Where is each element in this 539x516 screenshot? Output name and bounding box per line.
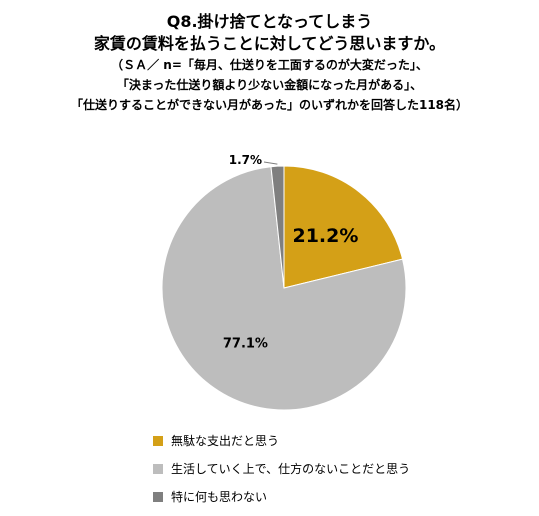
chart-title-line-1: Q8.掛け捨てとなってしまう [166,12,373,31]
chart-subtitle-line-3: 「仕送りすることができない月があった」のいずれかを回答した118名） [70,98,469,112]
pie-slice-wasteful [283,165,404,289]
legend-label-unavoidable: 生活していく上で、仕方のないことだと思う [171,462,411,476]
legend-item-no-opinion: 特に何も思わない [153,488,267,505]
legend-item-unavoidable: 生活していく上で、仕方のないことだと思う [153,460,410,477]
legend-swatch-no-opinion [153,491,163,502]
pie-chart: 21.2% 77.1% 1.7% [161,153,407,411]
data-label-unavoidable: 77.1% [223,336,268,351]
data-label-no-opinion: 1.7% [229,153,262,167]
legend-swatch-wasteful [153,435,163,446]
chart-title-line-2: 家賃の賃料を払うことに対してどう思いますか。 [93,34,446,53]
legend-swatch-unavoidable [153,463,163,474]
legend-label-wasteful: 無駄な支出だと思う [171,434,280,448]
legend-item-wasteful: 無駄な支出だと思う [153,432,279,449]
legend-label-no-opinion: 特に何も思わない [171,490,268,504]
data-label-wasteful: 21.2% [292,225,358,247]
pie-slice-unavoidable [161,166,407,411]
leader-line-no-opinion [263,161,278,165]
chart-subtitle-line-2: 「決まった仕送り額より少ない金額になった月がある」、 [116,78,423,92]
pie-slice-no-opinion [270,165,285,289]
chart-subtitle-line-1: （ＳＡ／ n=「毎月、仕送りを工面するのが大変だった」、 [111,58,428,72]
